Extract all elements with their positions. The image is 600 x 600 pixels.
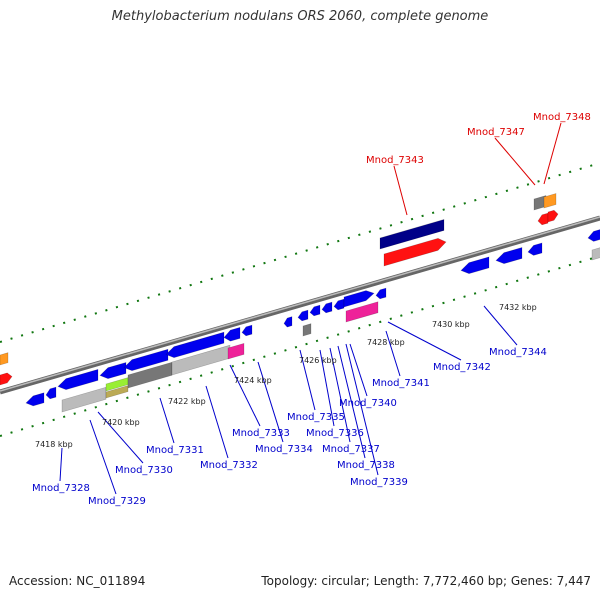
gene-box bbox=[591, 247, 600, 261]
map-title: Methylobacterium nodulans ORS 2060, comp… bbox=[111, 9, 489, 24]
gene-label[interactable]: Mnod_7342 bbox=[433, 362, 491, 373]
label-leader-line bbox=[345, 343, 379, 476]
gene-label[interactable]: Mnod_7333 bbox=[232, 428, 290, 439]
gene-arrow bbox=[333, 298, 345, 311]
gene-label[interactable]: Mnod_7336 bbox=[306, 428, 364, 439]
gene-label[interactable]: Mnod_7335 bbox=[287, 412, 345, 423]
gene-arrow bbox=[547, 209, 559, 223]
scale-label: 7432 kbp bbox=[499, 303, 537, 312]
gene-label[interactable]: Mnod_7332 bbox=[200, 460, 258, 471]
gene-label[interactable]: Mnod_7347 bbox=[467, 127, 525, 138]
gene-label[interactable]: Mnod_7343 bbox=[366, 155, 424, 166]
gene-arrow bbox=[99, 362, 127, 379]
gene-box bbox=[0, 352, 9, 366]
gene-label[interactable]: Mnod_7329 bbox=[88, 496, 146, 507]
gene-box bbox=[379, 219, 445, 250]
gene-arrow bbox=[383, 238, 447, 267]
scale-label: 7430 kbp bbox=[432, 320, 470, 329]
gene-arrow bbox=[223, 326, 241, 342]
gene-arrow bbox=[527, 242, 543, 256]
gene-arrow bbox=[460, 256, 490, 274]
gene-label[interactable]: Mnod_7331 bbox=[146, 445, 204, 456]
label-leader-line bbox=[494, 137, 536, 186]
gene-arrow bbox=[537, 212, 549, 226]
scale-label: 7424 kbp bbox=[234, 376, 272, 385]
gene-arrow bbox=[375, 287, 387, 300]
gene-arrow bbox=[25, 392, 45, 407]
gene-box bbox=[227, 342, 245, 360]
gene-arrow bbox=[297, 309, 309, 322]
gene-label[interactable]: Mnod_7337 bbox=[322, 444, 380, 455]
label-leader-line bbox=[393, 165, 408, 216]
gene-label[interactable]: Mnod_7348 bbox=[533, 112, 591, 123]
gene-label[interactable]: Mnod_7328 bbox=[32, 483, 90, 494]
scale-label: 7422 kbp bbox=[168, 397, 206, 406]
gene-arrow bbox=[45, 386, 57, 400]
gene-label[interactable]: Mnod_7334 bbox=[255, 444, 313, 455]
label-leader-line bbox=[337, 345, 366, 459]
reverse-track-guide bbox=[0, 255, 600, 437]
gene-label[interactable]: Mnod_7341 bbox=[372, 378, 430, 389]
gene-arrow bbox=[587, 229, 600, 242]
gene-arrow bbox=[241, 324, 253, 337]
label-leader-line bbox=[205, 385, 229, 459]
label-leader-line bbox=[387, 321, 462, 361]
gene-label[interactable]: Mnod_7338 bbox=[337, 460, 395, 471]
gene-box bbox=[105, 385, 129, 399]
gene-box bbox=[302, 323, 312, 337]
label-leader-line bbox=[257, 361, 284, 443]
gene-arrow bbox=[343, 290, 375, 308]
label-leader-line bbox=[385, 330, 401, 377]
gene-box bbox=[127, 361, 173, 389]
label-leader-line bbox=[299, 349, 316, 411]
feature-layer bbox=[0, 193, 600, 413]
gene-arrow bbox=[283, 316, 293, 328]
gene-label[interactable]: Mnod_7344 bbox=[489, 347, 547, 358]
gene-arrow bbox=[0, 372, 13, 386]
label-leader-line bbox=[543, 122, 562, 185]
gene-label[interactable]: Mnod_7340 bbox=[339, 398, 397, 409]
label-leader-line bbox=[89, 419, 117, 495]
scale-label: 7428 kbp bbox=[367, 338, 405, 347]
label-leader-line bbox=[349, 343, 368, 397]
gene-box bbox=[61, 386, 107, 413]
gene-arrow bbox=[321, 301, 333, 314]
gene-label[interactable]: Mnod_7330 bbox=[115, 465, 173, 476]
label-leader-line bbox=[319, 349, 335, 427]
scale-label-layer: 7418 kbp 7420 kbp 7422 kbp 7424 kbp 7426 kbp… bbox=[35, 303, 537, 449]
scale-label: 7426 kbp bbox=[299, 356, 337, 365]
scale-label: 7420 kbp bbox=[102, 418, 140, 427]
gene-arrow bbox=[309, 304, 321, 317]
label-leader-line bbox=[59, 447, 63, 482]
label-leader-line bbox=[159, 397, 175, 444]
topology-text: Topology: circular; Length: 7,772,460 bp… bbox=[261, 574, 591, 588]
label-leader-layer bbox=[59, 122, 562, 495]
label-leader-line bbox=[229, 364, 261, 427]
label-leader-line bbox=[483, 305, 518, 346]
gene-arrow bbox=[165, 331, 225, 358]
scale-label: 7418 kbp bbox=[35, 440, 73, 449]
label-leader-line bbox=[97, 411, 144, 464]
gene-arrow bbox=[495, 247, 523, 264]
label-leader-line bbox=[329, 347, 351, 443]
gene-arrow bbox=[57, 369, 99, 390]
gene-box bbox=[345, 301, 379, 323]
gene-arrow bbox=[123, 348, 169, 371]
gene-label-layer: Mnod_7328 Mnod_7329 Mnod_7330 Mnod_7331 Mnod… bbox=[32, 112, 591, 507]
genome-backbone-highlight bbox=[0, 216, 600, 392]
genome-backbone bbox=[0, 215, 600, 395]
gene-box bbox=[543, 193, 557, 209]
gene-label[interactable]: Mnod_7339 bbox=[350, 477, 408, 488]
accession-text: Accession: NC_011894 bbox=[9, 574, 146, 588]
